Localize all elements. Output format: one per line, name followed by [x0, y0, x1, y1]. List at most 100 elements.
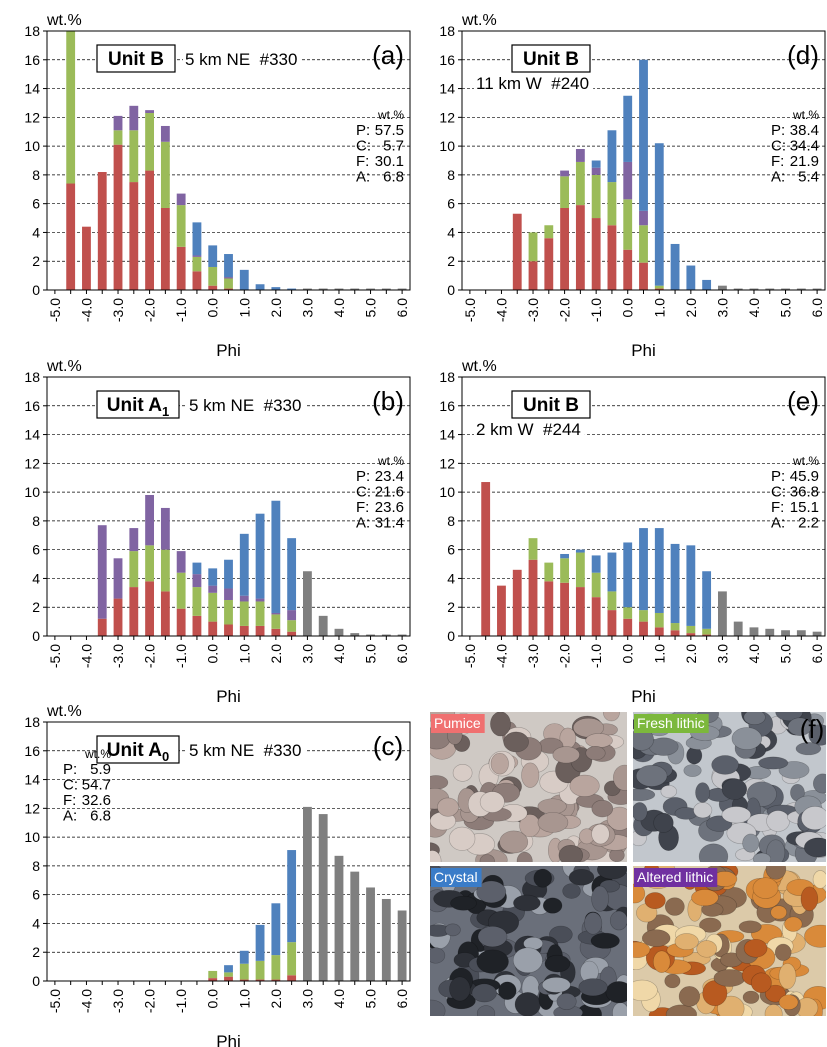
grain	[516, 851, 533, 862]
grain	[430, 947, 446, 964]
x-tick-label: 4.0	[331, 298, 347, 318]
stats-label: C:	[356, 138, 371, 155]
y-tick-label: 14	[439, 427, 455, 443]
grain	[660, 785, 677, 798]
bar-segment	[350, 871, 360, 981]
bar-segment	[239, 963, 249, 980]
bar-segment	[176, 246, 186, 290]
chart-title: Unit B	[108, 49, 164, 70]
bar-segment	[623, 607, 633, 619]
bar-segment	[192, 562, 202, 575]
grain	[521, 762, 540, 788]
x-tick-label: -2.0	[557, 298, 573, 322]
bar-segment	[97, 525, 107, 619]
bar-segment	[639, 528, 648, 611]
grain	[764, 1004, 783, 1016]
stats-value: 6.8	[383, 169, 404, 186]
y-tick-label: 16	[439, 52, 455, 68]
bar-segment	[160, 141, 170, 208]
bar-segment	[287, 942, 297, 976]
bar-segment	[192, 255, 202, 257]
grain	[606, 806, 627, 831]
panel-label: (b)	[372, 386, 404, 416]
grain	[695, 782, 711, 803]
grain	[696, 940, 718, 958]
x-tick-label: 4.0	[331, 989, 347, 1009]
bar-segment	[639, 262, 648, 290]
bar-segment	[623, 161, 633, 200]
stats-value: 23.6	[375, 499, 404, 516]
bar-segment	[145, 113, 155, 171]
bar-segment	[302, 571, 312, 636]
stats-value: 2.2	[798, 515, 819, 532]
bar-segment	[271, 628, 281, 636]
photo-label: Fresh lithic	[637, 715, 705, 731]
bar-segment	[318, 615, 328, 636]
stats-heading: wt.%	[84, 747, 111, 761]
grain	[699, 917, 722, 933]
bar-segment	[287, 975, 297, 981]
bar-segment	[287, 620, 297, 632]
bar-segment	[749, 627, 759, 636]
y-tick-label: 12	[24, 455, 40, 471]
x-tick-label: 6.0	[394, 298, 410, 318]
bar-segment	[224, 972, 233, 977]
stats-label: C:	[63, 777, 78, 794]
bar-segment	[639, 225, 648, 263]
grain	[742, 990, 760, 1004]
bar-segment	[733, 288, 743, 290]
bar-segment	[654, 143, 664, 286]
title-box	[511, 44, 591, 73]
grain	[743, 712, 766, 726]
bar-segment	[607, 591, 617, 611]
bar-segment	[113, 144, 123, 290]
bar-segment	[129, 528, 139, 552]
stats-value: 54.7	[82, 777, 111, 794]
y-tick-label: 6	[32, 196, 40, 212]
grain	[541, 977, 571, 993]
bar-segment	[350, 288, 360, 290]
stats-label: F:	[356, 499, 369, 516]
bar-segment	[271, 979, 281, 981]
bar-segment	[224, 624, 233, 636]
bar-segment	[208, 245, 218, 267]
stats-label: F:	[771, 499, 784, 516]
chart-title-text: Unit A	[107, 740, 163, 761]
stats-heading: wt.%	[792, 108, 819, 122]
grain	[633, 941, 651, 958]
bar-segment	[591, 167, 601, 175]
bar-segment	[591, 174, 601, 219]
stats-value: 5.4	[798, 169, 819, 186]
subtitle: 11 km W #240	[476, 74, 589, 93]
grain	[430, 999, 446, 1016]
grain	[764, 984, 786, 1003]
x-tick-label: 5.0	[363, 989, 379, 1009]
grain	[476, 949, 509, 974]
bar-segment	[160, 507, 170, 550]
bar-segment	[224, 288, 233, 290]
stats-label: C:	[771, 138, 786, 155]
bar-segment	[512, 213, 522, 290]
x-axis-label: Phi	[631, 341, 656, 360]
x-tick-label: 5.0	[778, 644, 794, 664]
bar-segment	[607, 130, 617, 183]
grain	[437, 797, 459, 817]
y-tick-label: 4	[32, 224, 40, 240]
x-axis-label: Phi	[216, 1032, 241, 1047]
bar-segment	[397, 910, 407, 981]
bar-segment	[145, 170, 155, 290]
grain	[633, 788, 656, 802]
y-tick-label: 12	[439, 455, 455, 471]
grain	[602, 712, 620, 722]
stats-label: P:	[63, 761, 77, 778]
x-tick-label: -2.0	[557, 644, 573, 668]
bar-segment	[208, 592, 218, 622]
bar-segment	[255, 598, 265, 602]
bar-segment	[239, 625, 249, 636]
stats-value: 45.9	[790, 468, 819, 485]
grain	[812, 773, 826, 794]
bar-segment	[192, 256, 202, 272]
grain	[430, 775, 449, 790]
bar-segment	[607, 225, 617, 290]
